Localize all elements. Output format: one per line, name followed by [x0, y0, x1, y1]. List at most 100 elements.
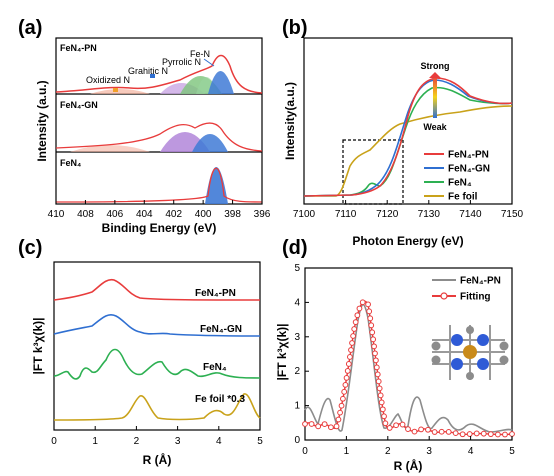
ytick-label: 4: [294, 297, 300, 308]
xtick-label: 1: [92, 436, 98, 447]
xtick-label: 5: [509, 446, 515, 457]
ft-fen4: [53, 348, 261, 380]
fitting-point: [356, 305, 363, 312]
fitting-point: [377, 392, 384, 399]
xtick-label: 408: [77, 209, 94, 220]
fit-data-fen4-pn: [304, 303, 513, 433]
fitting-point: [373, 364, 380, 371]
panel-b-label: (b): [282, 17, 308, 39]
xtick-label: 410: [48, 209, 65, 220]
fitting-point: [405, 426, 411, 433]
fitting-point: [502, 431, 508, 438]
fitting-point: [302, 421, 308, 427]
fitting-point: [368, 322, 375, 329]
xtick-label: 4: [216, 436, 222, 447]
oxidized-marker: [113, 88, 118, 92]
fitting-point: [341, 388, 348, 395]
ytick-label: 0: [294, 435, 300, 446]
gn-peak-3: [192, 134, 228, 152]
xtick-label: 2: [385, 446, 391, 457]
xtick-label: 3: [426, 446, 432, 457]
c-label-gn: FeN₄-GN: [200, 324, 242, 335]
xtick-label: 400: [195, 209, 212, 220]
panel-a-label: (a): [18, 17, 42, 39]
ytick-label: 3: [294, 332, 300, 343]
fitting-point: [370, 336, 377, 343]
fitting-point: [445, 428, 452, 435]
strong-weak-bar: [433, 76, 437, 118]
xtick-label: 404: [136, 209, 153, 220]
fitting-point: [381, 413, 387, 420]
fitting-point: [333, 423, 340, 430]
fitting-point: [372, 357, 379, 364]
xanes-fe-foil: [304, 105, 513, 197]
panel-d-ylabel: |FT k³χ(k)|: [275, 324, 289, 381]
fitting-point: [352, 319, 359, 325]
xtick-label: 7130: [418, 209, 441, 220]
legend-entry: Fe foil: [448, 192, 478, 203]
fitting-point: [473, 430, 480, 437]
ytick-label: 2: [294, 366, 300, 377]
gn-envelope: [55, 122, 263, 152]
fitting-point: [509, 431, 515, 437]
panel-c-frame: [53, 261, 261, 431]
sub-label-fen4: FeN₄: [60, 158, 81, 168]
fitting-point: [375, 378, 382, 385]
fen4-structure-icon: [431, 325, 509, 380]
fitting-point: [337, 409, 343, 416]
fitting-point: [382, 420, 389, 427]
fitting-point: [321, 421, 328, 428]
fitting-point: [347, 354, 353, 360]
sub-label-gn: FeN₄-GN: [60, 100, 98, 110]
ft-fe-foil: [53, 393, 261, 421]
panel-d-xticks: 0 1 2 3 4 5: [302, 436, 515, 457]
panel-d-xlabel: R (Å): [394, 458, 423, 473]
xtick-label: 7100: [293, 209, 316, 220]
ann-oxidized-n: Oxidized N: [86, 75, 130, 85]
xtick-label: 2: [134, 436, 140, 447]
fitting-point: [372, 350, 378, 357]
panel-a-sub-gn: [55, 122, 263, 152]
xtick-label: 7120: [376, 209, 399, 220]
fitting-point: [367, 315, 374, 322]
xtick-label: 7140: [459, 209, 482, 220]
fitting-point: [328, 424, 334, 431]
fitting-point: [386, 425, 393, 431]
legend-entry: FeN₄-PN: [448, 150, 489, 161]
panel-a-xlabel: Binding Energy (eV): [102, 221, 217, 235]
panel-a-sub-fen4: [55, 167, 263, 204]
legend-marker: [440, 292, 448, 300]
legend-entry: Fitting: [460, 292, 491, 303]
fe-n-pointer: [203, 58, 215, 67]
pre-edge-box: [342, 139, 404, 205]
fitting-point: [343, 375, 350, 381]
ft-fen4-gn: [53, 313, 261, 337]
xanes-fen4: [303, 86, 513, 197]
xanes-fen4-gn: [303, 79, 513, 197]
panel-b-xticks: 7100 7110 7120 7130 7140 7150: [293, 200, 524, 220]
ann-fe-n: Fe-N: [190, 49, 210, 59]
fitting-point: [349, 340, 355, 346]
fitting-point: [411, 428, 418, 435]
fitting-point: [494, 431, 501, 438]
strong-arrow-head: [429, 72, 441, 78]
weak-label: Weak: [423, 122, 447, 132]
panel-a-sub-pn: [55, 54, 263, 94]
strong-label: Strong: [421, 61, 450, 71]
panel-b-ylabel: Intensity(a.u.): [283, 82, 297, 160]
panel-d-frame: [304, 267, 513, 441]
panel-a-frame: [55, 37, 263, 205]
fitting-point: [425, 426, 431, 433]
c-label-pn: FeN₄-PN: [195, 288, 236, 299]
fitting-point: [374, 371, 381, 378]
fitting-point: [466, 431, 473, 437]
fitting-point: [342, 381, 349, 388]
fitting-point: [378, 399, 385, 406]
panel-c-xlabel: R (Å): [143, 452, 172, 467]
fitting-point: [452, 430, 459, 437]
fitting-point: [366, 308, 373, 315]
xtick-label: 402: [165, 209, 182, 220]
xtick-label: 396: [254, 209, 271, 220]
panel-d-label: (d): [282, 237, 308, 259]
fitting-point: [371, 343, 377, 350]
